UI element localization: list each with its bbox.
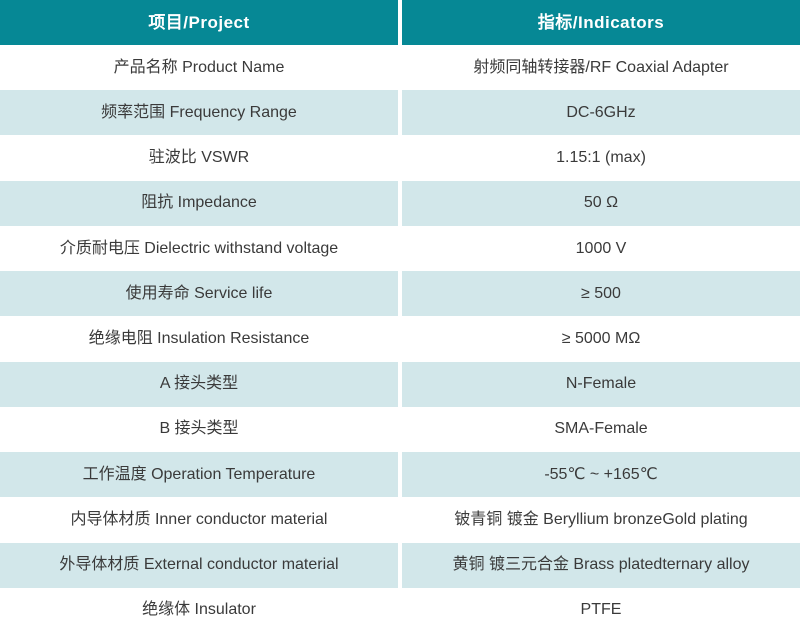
- indicator-cell: ≥ 500: [402, 271, 800, 317]
- indicator-cell: SMA-Female: [402, 406, 800, 453]
- project-cell: 绝缘电阻 Insulation Resistance: [0, 316, 398, 362]
- indicator-cell: 黄铜 镀三元合金 Brass platedternary alloy: [402, 542, 800, 588]
- table-row: 介质耐电压 Dielectric withstand voltage 1000 …: [0, 225, 800, 272]
- project-cell: 介质耐电压 Dielectric withstand voltage: [0, 225, 398, 272]
- table-row: 驻波比 VSWR 1.15:1 (max): [0, 135, 800, 181]
- table-row: 阻抗 Impedance 50 Ω: [0, 180, 800, 226]
- project-cell: 产品名称 Product Name: [0, 45, 398, 91]
- indicator-cell: 1000 V: [402, 225, 800, 272]
- project-cell: 内导体材质 Inner conductor material: [0, 497, 398, 543]
- indicator-cell: PTFE: [402, 587, 800, 633]
- project-cell: 外导体材质 External conductor material: [0, 542, 398, 588]
- project-cell: A 接头类型: [0, 361, 398, 407]
- indicator-cell: DC-6GHz: [402, 90, 800, 136]
- project-cell: 绝缘体 Insulator: [0, 587, 398, 633]
- project-cell: B 接头类型: [0, 406, 398, 453]
- project-cell: 阻抗 Impedance: [0, 180, 398, 226]
- indicator-cell: N-Female: [402, 361, 800, 407]
- indicator-cell: 铍青铜 镀金 Beryllium bronzeGold plating: [402, 497, 800, 543]
- indicator-cell: ≥ 5000 MΩ: [402, 316, 800, 362]
- table-row: A 接头类型 N-Female: [0, 361, 800, 407]
- project-cell: 使用寿命 Service life: [0, 271, 398, 317]
- table-row: 外导体材质 External conductor material 黄铜 镀三元…: [0, 542, 800, 588]
- indicator-cell: 射频同轴转接器/RF Coaxial Adapter: [402, 45, 800, 91]
- table-row: 绝缘体 Insulator PTFE: [0, 587, 800, 633]
- project-cell: 频率范围 Frequency Range: [0, 90, 398, 136]
- indicator-cell: 1.15:1 (max): [402, 135, 800, 181]
- project-cell: 工作温度 Operation Temperature: [0, 452, 398, 498]
- table-body: 产品名称 Product Name 射频同轴转接器/RF Coaxial Ada…: [0, 45, 800, 633]
- table-row: 内导体材质 Inner conductor material 铍青铜 镀金 Be…: [0, 497, 800, 543]
- table-row: 使用寿命 Service life ≥ 500: [0, 271, 800, 317]
- table-header-row: 项目/Project 指标/Indicators: [0, 0, 800, 45]
- table-row: 工作温度 Operation Temperature -55℃ ~ +165℃: [0, 452, 800, 498]
- header-cell-project: 项目/Project: [0, 0, 398, 45]
- table-row: 频率范围 Frequency Range DC-6GHz: [0, 90, 800, 136]
- header-cell-indicators: 指标/Indicators: [402, 0, 800, 45]
- table-row: B 接头类型 SMA-Female: [0, 406, 800, 453]
- indicator-cell: 50 Ω: [402, 180, 800, 226]
- project-cell: 驻波比 VSWR: [0, 135, 398, 181]
- table-row: 产品名称 Product Name 射频同轴转接器/RF Coaxial Ada…: [0, 45, 800, 91]
- indicator-cell: -55℃ ~ +165℃: [402, 452, 800, 498]
- table-row: 绝缘电阻 Insulation Resistance ≥ 5000 MΩ: [0, 316, 800, 362]
